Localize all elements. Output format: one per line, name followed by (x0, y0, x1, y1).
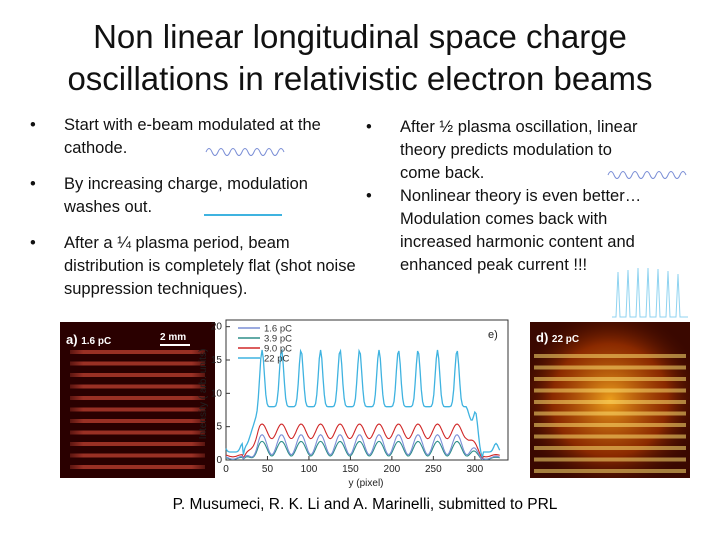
x-tick-label: 300 (466, 464, 483, 475)
beam-stripe (534, 469, 686, 473)
panel-a-charge: 1.6 pC (81, 336, 112, 347)
slide-title: Non linear longitudinal space charge osc… (0, 16, 720, 100)
title-line-1: Non linear longitudinal space charge (93, 18, 627, 55)
legend-entry: 3.9 pC (264, 334, 292, 345)
y-tick-label: 10 (211, 388, 223, 399)
right-bullet-2-text: Nonlinear theory is even better… Modulat… (400, 187, 642, 274)
beam-stripe (534, 423, 686, 427)
left-bullet-3: • After a ¼ plasma period, beam distribut… (22, 232, 364, 301)
bullet-dot: • (30, 234, 36, 252)
panel-d-charge: 22 pC (551, 334, 580, 345)
modulated-wave-icon-2 (607, 171, 687, 179)
left-bullet-2: • By increasing charge, modulation washes… (22, 173, 334, 219)
spiky-peaks-icon (612, 267, 688, 318)
scale-bar-label: 2 mm (160, 332, 187, 343)
left-bullet-1: • Start with e-beam modulated at the cath… (22, 114, 362, 160)
x-tick-label: 150 (342, 464, 359, 475)
right-bullet-list: • After ½ plasma oscillation, linear theo… (358, 116, 658, 277)
right-bullet-1: • After ½ plasma oscillation, linear theo… (358, 116, 650, 185)
stripe-pattern (60, 322, 215, 478)
beam-stripe (534, 457, 686, 462)
bullet-dot: • (366, 118, 372, 136)
x-tick-label: 100 (301, 464, 318, 475)
y-tick-label: 5 (216, 422, 222, 433)
beam-stripe (534, 388, 686, 393)
profile-curve (225, 434, 500, 461)
x-axis-label: y (pixel) (348, 478, 383, 489)
beam-stripe (534, 354, 686, 358)
bullet-dot: • (30, 175, 36, 193)
beam-image-1p6pc: a) 1.6 pC 2 mm (60, 322, 215, 478)
flat-line-icon (204, 214, 282, 216)
right-bullet-2: • Nonlinear theory is even better… Modula… (358, 185, 665, 277)
beam-stripe (534, 434, 686, 439)
legend-entry: 1.6 pC (264, 324, 292, 335)
right-bullet-1-text: After ½ plasma oscillation, linear theor… (400, 118, 638, 182)
left-bullet-3-text: After a ¼ plasma period, beam distributi… (64, 234, 356, 298)
beam-stripe (534, 365, 686, 370)
x-tick-label: 200 (384, 464, 401, 475)
y-tick-label: 15 (211, 355, 223, 366)
beam-stripe (534, 377, 686, 381)
modulated-wave-icon (205, 148, 285, 156)
left-bullet-2-text: By increasing charge, modulation washes … (64, 175, 308, 216)
stripe-pattern-d (530, 322, 690, 478)
scale-bar: 2 mm (160, 332, 190, 346)
profile-curve (225, 423, 500, 460)
bullet-dot: • (30, 116, 36, 134)
y-tick-label: 20 (211, 322, 223, 333)
beam-image-22pc: d) 22 pC (530, 322, 690, 478)
y-axis-label: Intensity ( arb. units) (198, 349, 209, 440)
x-tick-label: 50 (262, 464, 274, 475)
panel-d-label: d) 22 pC (536, 330, 580, 345)
legend-entry: 9.0 pC (264, 344, 292, 355)
y-tick-label: 0 (216, 455, 222, 466)
panel-e-label: e) (488, 329, 498, 341)
reference-citation: P. Musumeci, R. K. Li and A. Marinelli, … (172, 496, 558, 513)
bullet-dot: • (366, 187, 372, 205)
panel-a-label: a) 1.6 pC (66, 332, 112, 347)
profile-curve (225, 348, 501, 458)
left-bullet-list: • Start with e-beam modulated at the cath… (22, 114, 362, 314)
legend-entry: 22 pC (264, 354, 289, 365)
beam-stripe (534, 400, 686, 404)
x-tick-label: 250 (425, 464, 442, 475)
profile-curve (225, 440, 500, 461)
left-bullet-1-text: Start with e-beam modulated at the catho… (64, 116, 321, 157)
intensity-profile-plot: 0 5 10 15 20 0 50 100 150 200 250 300 1.6 pC3.9 pC… (198, 319, 509, 489)
beam-stripe (534, 446, 686, 450)
beam-stripe (534, 411, 686, 416)
x-tick-label: 0 (223, 464, 229, 475)
title-line-2: oscillations in relativistic electron be… (67, 60, 653, 97)
